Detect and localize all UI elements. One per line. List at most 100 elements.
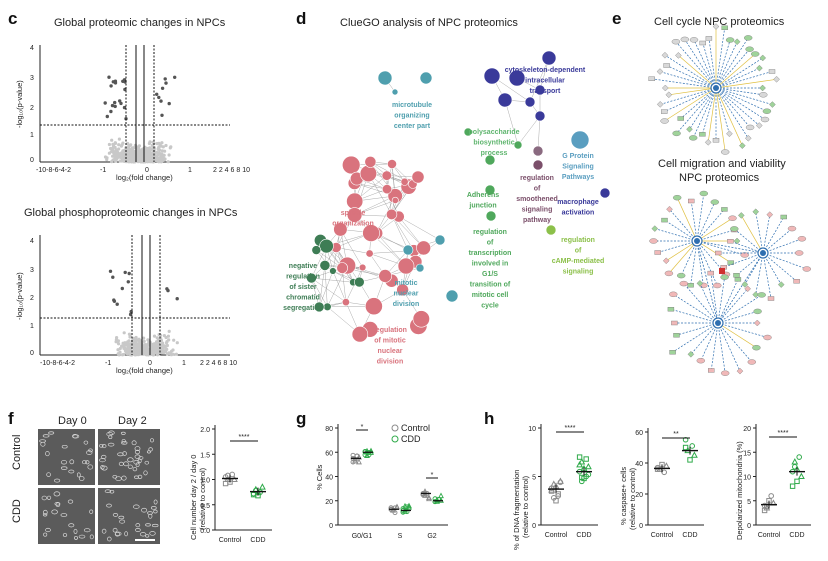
volcano-point [158, 155, 162, 160]
y-tick-label: 10 [528, 426, 536, 433]
cell [42, 509, 48, 515]
legend-cdd-label: CDD [401, 434, 421, 444]
pathway-node [760, 116, 770, 123]
pathway-node [720, 274, 729, 280]
pathway-edge [664, 87, 717, 122]
cell [83, 528, 91, 533]
volcano-point [158, 148, 162, 152]
pathway-edge [730, 240, 764, 254]
network-node [532, 145, 544, 157]
cell [120, 431, 126, 435]
cluster-label: nuclear [394, 291, 419, 298]
pathway-node [699, 132, 706, 137]
pathway-node [773, 76, 780, 83]
cluster-label: cytoskeleton-dependent [505, 67, 586, 74]
cell [112, 527, 118, 533]
col-label-day2: Day 2 [118, 415, 147, 427]
pathway-node [712, 23, 720, 30]
cell [68, 469, 75, 474]
hub-edge [696, 240, 764, 254]
volcano-point [161, 158, 165, 163]
volcano-point [103, 155, 108, 159]
volcano-point [165, 343, 169, 348]
cell [121, 438, 126, 444]
y-tick-label: 20 [635, 492, 643, 499]
pathway-edge [717, 322, 726, 374]
network-edge [517, 115, 541, 146]
y-tick-label: 1.0 [200, 478, 210, 485]
pathway-edge [651, 78, 717, 89]
pathway-node [648, 76, 655, 82]
cell [135, 523, 141, 528]
cell [45, 527, 51, 533]
volcano-point [112, 154, 116, 158]
volcano-point [110, 138, 114, 142]
panel-label-e: e [612, 9, 621, 28]
cluster-label: regulation [373, 327, 407, 334]
pathway-node [795, 250, 804, 256]
network-node [377, 70, 393, 86]
volcano-point [107, 151, 111, 155]
cluster-label: of sister [289, 284, 317, 291]
cell [60, 466, 68, 470]
cell [131, 440, 137, 446]
pathway-node [753, 308, 762, 315]
volcano-point [150, 147, 155, 151]
cell [133, 504, 140, 509]
volcano-point [116, 152, 120, 156]
data-point [578, 458, 586, 465]
significance-label: **** [565, 425, 576, 432]
volcano-point [115, 149, 119, 153]
network-edge [504, 99, 519, 146]
cluster-label: intracellular [525, 78, 565, 85]
data-point [576, 461, 584, 468]
cell [82, 460, 87, 465]
pathway-node [739, 142, 746, 149]
data-point [406, 502, 412, 509]
micrograph-cdd-day2 [98, 488, 160, 544]
pathway-edge [670, 308, 719, 324]
volcano-sig-point [107, 75, 111, 79]
cell [121, 441, 128, 445]
network-node [411, 170, 425, 184]
volcano-sig-point [120, 286, 125, 291]
volcano-point [164, 143, 168, 148]
cell [42, 513, 48, 517]
cluster-label: smoothened [516, 196, 558, 203]
cell [134, 449, 140, 455]
volcano-point [155, 142, 159, 146]
cluster-label: of [575, 248, 582, 255]
network-node [319, 238, 334, 254]
volcano-point [110, 147, 114, 151]
pathway-edge [715, 67, 760, 89]
cell [144, 460, 150, 465]
volcano-point [160, 141, 164, 145]
volcano-sig-point [167, 101, 171, 106]
network-node [485, 210, 497, 222]
h2-ylabel-1: % caspase+ cells [619, 467, 628, 525]
volcano-sig-point [157, 95, 161, 100]
cell [133, 459, 140, 465]
top-ytick-4: 4 [30, 45, 34, 52]
volcano-point [152, 342, 156, 346]
pathway-node [673, 333, 680, 338]
volcano-plot-bottom [39, 235, 230, 357]
cell [107, 442, 115, 447]
volcano-point [132, 348, 136, 352]
pathway-node [752, 345, 761, 351]
network-node [342, 155, 361, 175]
pathway-edge [689, 87, 717, 130]
pathway-node [780, 214, 787, 220]
cluster-label: nuclear [378, 348, 403, 355]
cell [118, 515, 125, 520]
volcano-point [159, 333, 163, 337]
cluego-cluster-labels: microtubule organizing center part cytoskel… [283, 67, 604, 366]
network-node [508, 69, 526, 87]
g-ylabel: % Cells [315, 464, 324, 490]
volcano-point [155, 344, 160, 348]
volcano-point [170, 349, 174, 353]
volcano-sig-point [118, 99, 122, 103]
cell [107, 536, 112, 542]
volcano-point [160, 152, 164, 156]
pathway-node [661, 51, 669, 59]
